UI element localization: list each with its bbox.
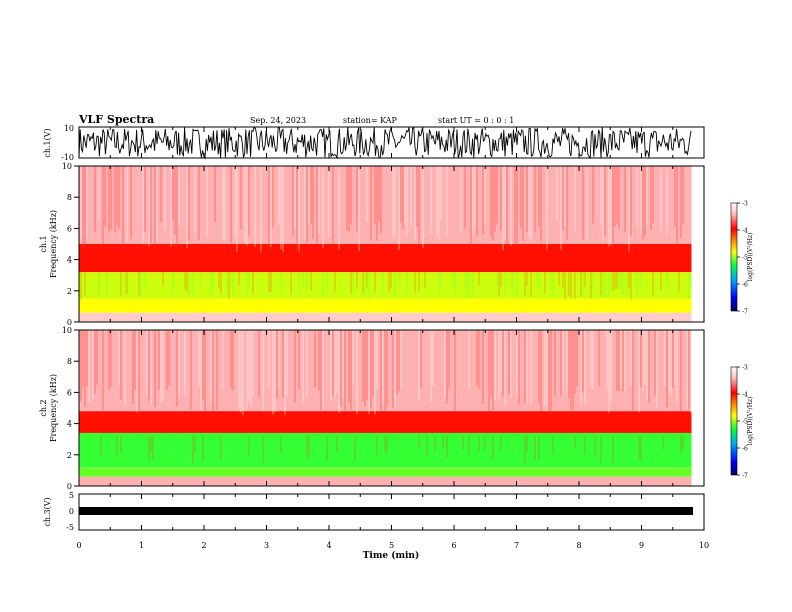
ch1-waveform-trace [78,126,692,160]
ch1-ytick-bottom: -10 [61,153,74,162]
ch1-spectrogram-streaks [80,166,692,300]
frequency-tick-label: 10 [62,162,72,171]
colorbar-tick-label: -5 [742,255,748,262]
figure-title: VLF Spectra [78,113,154,126]
spectrogram-band [79,298,692,313]
time-tick-label: 2 [201,541,206,550]
spectrogram-band [79,166,692,244]
ch3-ytick-top: 5 [69,491,74,500]
ch1-waveform-panel: 10 -10 ch.1(V) [43,124,705,162]
time-tick-label: 4 [326,541,331,550]
time-tick-label: 6 [451,541,456,550]
spectrogram-band [79,411,692,433]
ch1-frequency-ticks: 0 2 4 6 8 10 [62,162,79,327]
time-tick-label: 3 [264,541,269,550]
ch1-waveform-ylabel: ch.1(V) [43,128,52,157]
spectrogram-band [79,432,692,468]
ch1-channel-label: ch.1 [39,235,48,252]
ch2-colorbar-gradient [730,366,738,476]
colorbar-tick-label: -5 [742,419,748,426]
ch2-frequency-ticks: 0 2 4 6 8 10 [62,326,79,491]
spectrogram-band [79,312,692,322]
ch2-colorbar-label: log(PSD)(V²/Hz) [747,397,754,446]
time-axis-ticks: 0 1 2 3 4 5 6 7 8 9 10 [76,127,709,550]
frequency-tick-label: 4 [67,256,72,265]
colorbar-tick-label: -7 [742,309,748,316]
time-tick-label: 1 [139,541,144,550]
ch2-spectrogram-streaks [80,330,692,465]
ch3-waveform-trace [79,507,693,515]
spectrogram-band [79,272,692,299]
spectrogram-band [79,467,692,477]
colorbar-tick-label: -6 [742,282,748,289]
time-tick-label: 7 [514,541,519,550]
ch2-colorbar-ticks: -3 -4 -5 -6 -7 [737,365,748,480]
start-time-label: start UT = 0 : 0 : 1 [438,116,514,125]
ch2-frequency-ylabel: Frequency (kHz) [49,374,58,442]
ch1-frequency-ylabel: Frequency (kHz) [49,210,58,278]
ch3-ytick-bottom: -5 [66,523,74,532]
ch1-spectrogram-bands [79,166,692,322]
time-tick-label: 0 [76,541,81,550]
time-tick-label: 9 [639,541,644,550]
ch2-channel-label: ch.2 [39,399,48,416]
frequency-tick-label: 6 [67,388,72,397]
time-tick-label: 5 [389,541,394,550]
frequency-tick-label: 6 [67,224,72,233]
frequency-tick-label: 8 [67,193,72,202]
frequency-tick-label: 0 [67,482,72,491]
colorbar-tick-label: -6 [742,446,748,453]
ch2-colorbar: -3 -4 -5 -6 -7 log(PSD)(V²/Hz) [730,365,754,480]
colorbar-tick-label: -3 [742,365,748,372]
colorbar-tick-label: -3 [742,201,748,208]
frequency-tick-label: 2 [67,451,72,460]
frequency-tick-label: 0 [67,318,72,327]
ch1-spectrogram-panel: 0 2 4 6 8 10 ch.1 Frequency (kHz) [39,162,705,327]
ch1-colorbar: -3 -4 -5 -6 -7 log(PSD)(V²/Hz) [730,201,754,316]
ch1-colorbar-ticks: -3 -4 -5 -6 -7 [737,201,748,316]
station-label: station= KAP [343,116,398,125]
time-axis-label: Time (min) [363,550,420,561]
date-label: Sep. 24, 2023 [250,116,306,125]
colorbar-tick-label: -4 [742,392,748,399]
spectrogram-band [79,476,692,486]
frequency-tick-label: 8 [67,357,72,366]
ch1-colorbar-label: log(PSD)(V²/Hz) [747,233,754,282]
colorbar-tick-label: -7 [742,473,748,480]
ch2-spectrogram-panel: 0 2 4 6 8 10 ch.2 Frequency (kHz) [39,326,705,491]
ch1-ytick-top: 10 [64,124,74,133]
ch3-waveform-panel: 5 0 -5 ch.3(V) [43,491,705,532]
time-tick-label: 10 [699,541,709,550]
colorbar-tick-label: -4 [742,228,748,235]
frequency-tick-label: 2 [67,287,72,296]
frequency-tick-label: 4 [67,420,72,429]
ch1-colorbar-gradient [730,202,738,312]
ch3-ytick-middle: 0 [69,507,74,516]
time-tick-label: 8 [576,541,581,550]
frequency-tick-label: 10 [62,326,72,335]
ch3-waveform-ylabel: ch.3(V) [43,497,52,526]
spectrogram-band [79,244,692,273]
